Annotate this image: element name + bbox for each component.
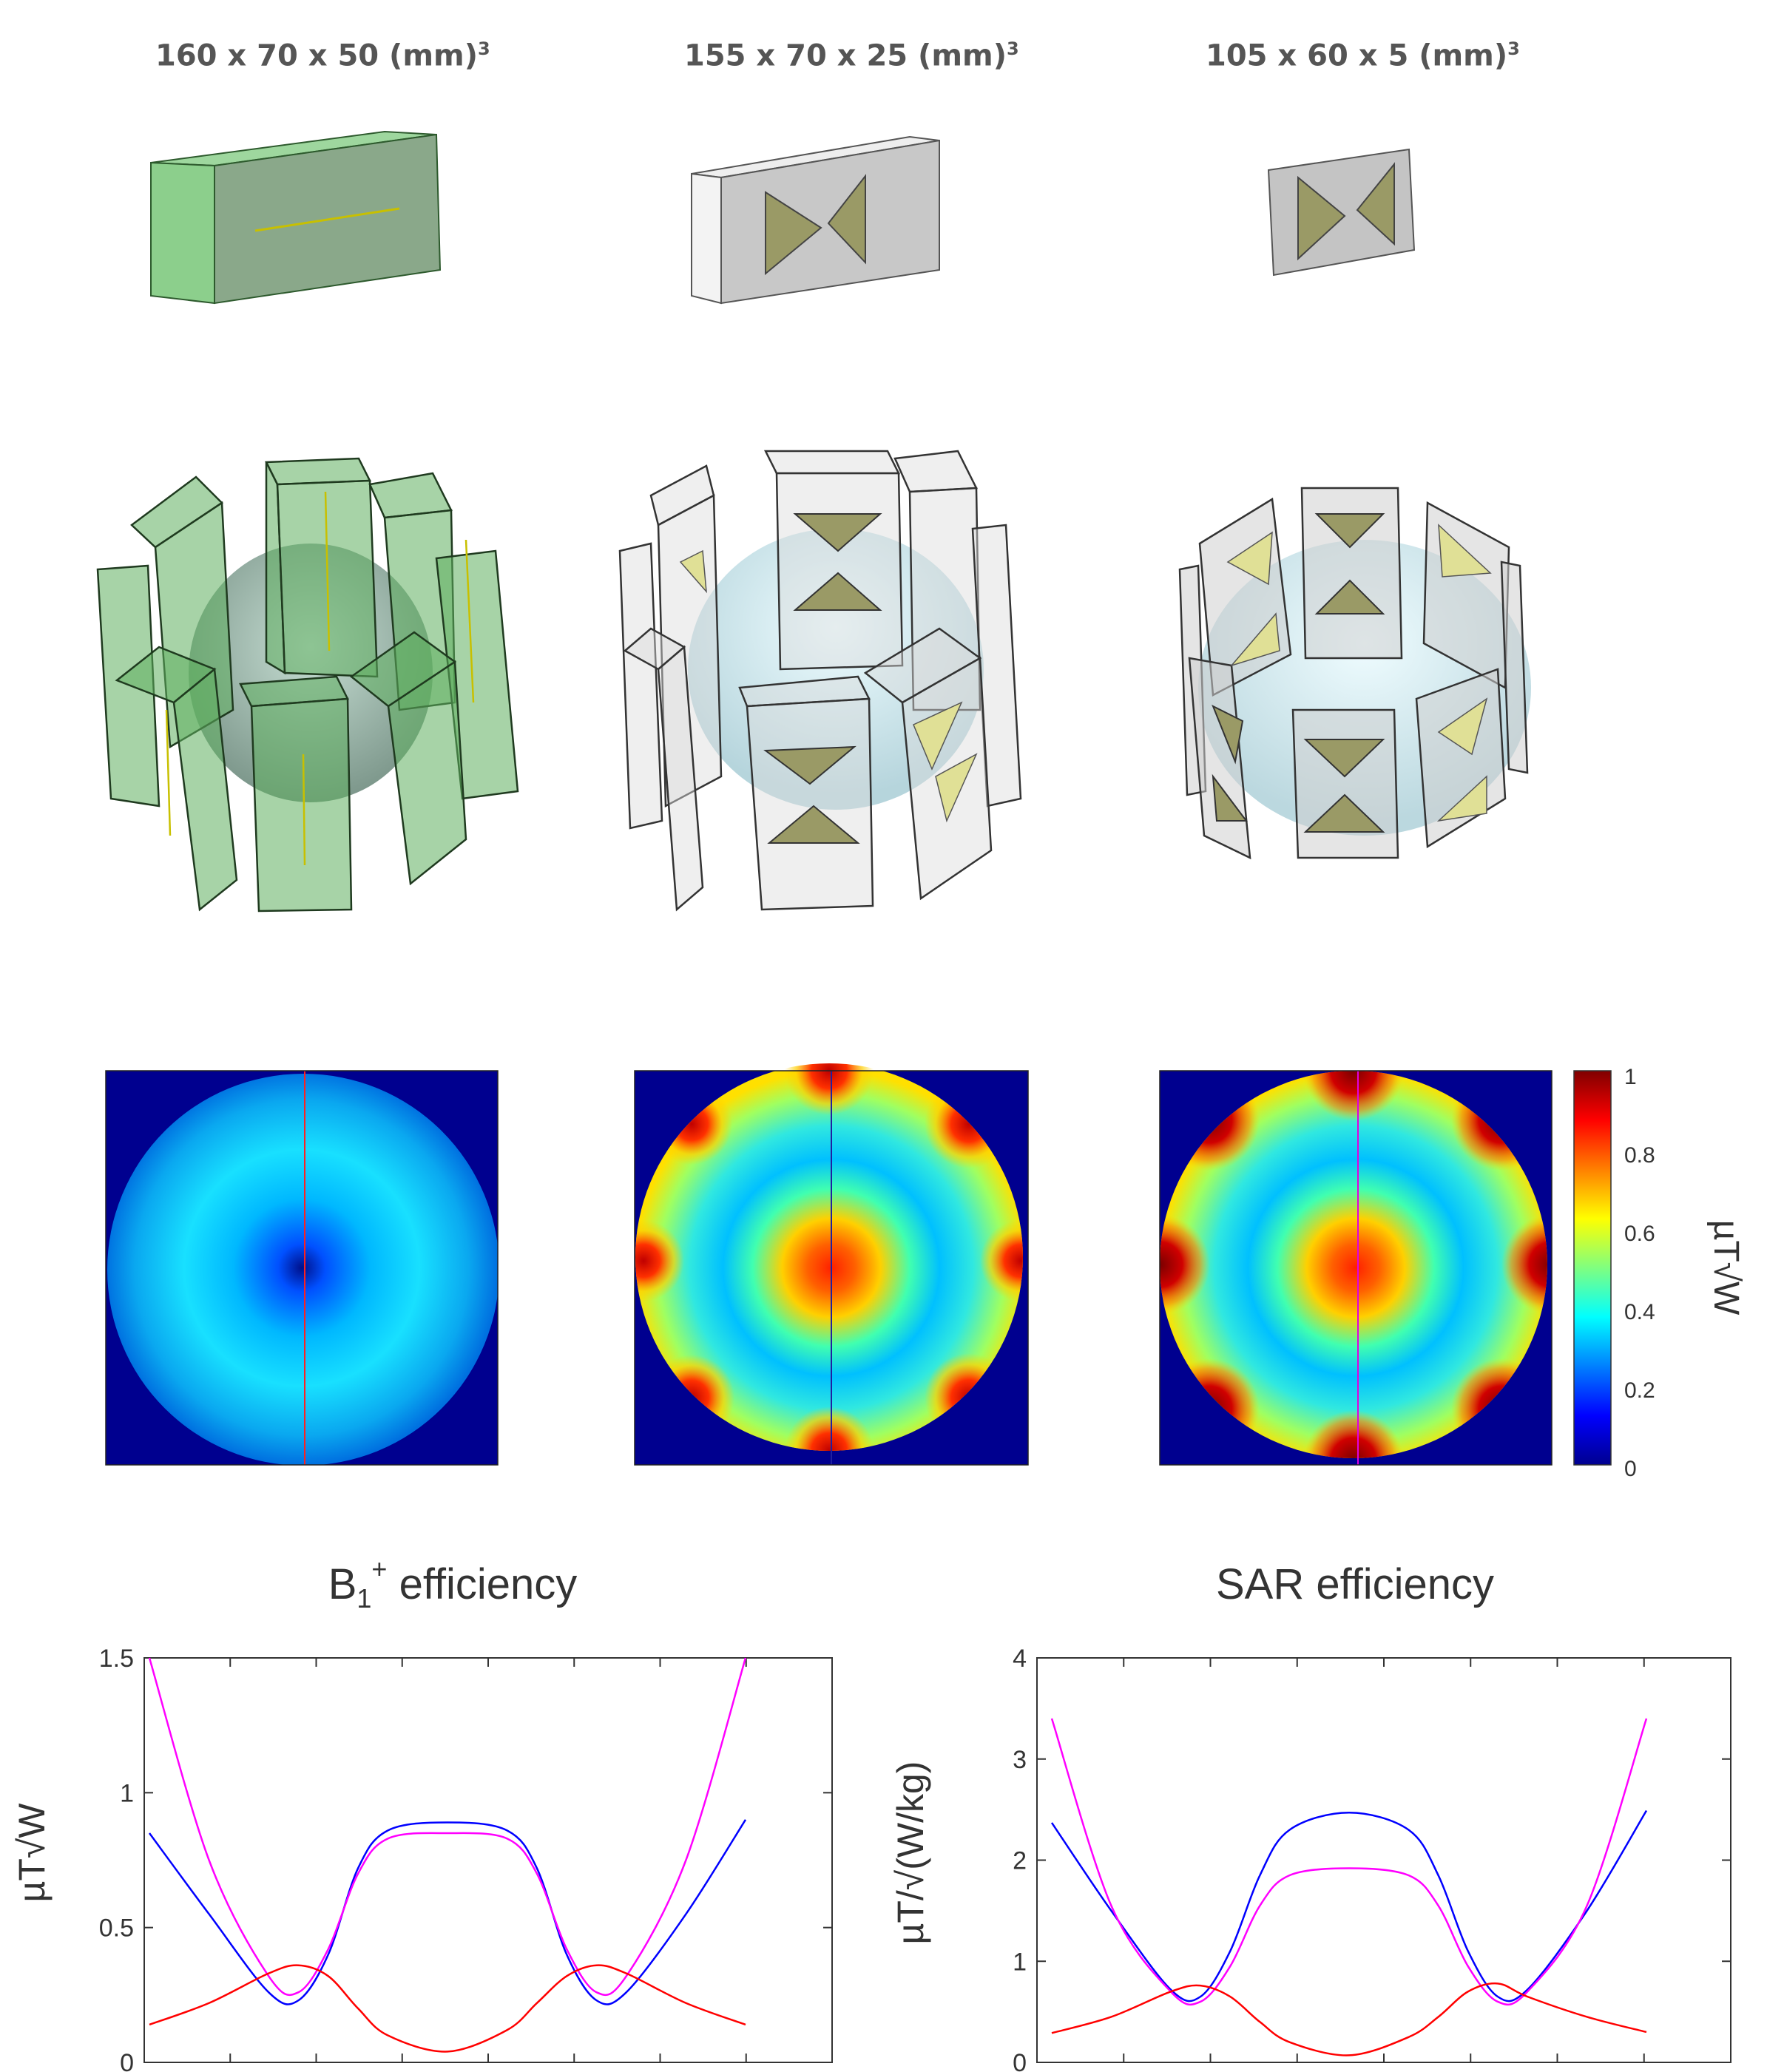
y-tick-label: 2 xyxy=(1013,1847,1027,1875)
plot-title-b1: B1+ efficiency xyxy=(328,1554,578,1614)
colorbar-tick-0.8: 0.8 xyxy=(1624,1143,1655,1168)
y-tick-label: 3 xyxy=(1013,1746,1027,1774)
single-dielectric-block-3 xyxy=(1267,148,1416,277)
series-line-0 xyxy=(148,1819,747,2005)
single-dielectric-block-1 xyxy=(150,130,442,305)
field-map-1 xyxy=(105,1070,499,1466)
dim-label-1: 160 x 70 x 50 (mm)3 xyxy=(155,38,490,73)
field-map-2 xyxy=(634,1063,1029,1466)
ring-arrangement-3 xyxy=(1178,487,1531,860)
y-tick-label: 0 xyxy=(120,2049,134,2072)
plot-b1-efficiency: 0 0.5 1 1.5 µT√W xyxy=(11,1645,833,2072)
plot-frame-1 xyxy=(1036,1657,1731,2063)
colorbar-tick-0.2: 0.2 xyxy=(1624,1378,1655,1403)
colorbar-tick-1: 1 xyxy=(1624,1065,1637,1089)
colorbar: 1 0.8 0.6 0.4 0.2 0 µT√W xyxy=(1573,1065,1746,1481)
y-axis-label: µT/√(W/kg) xyxy=(890,1761,931,1945)
y-tick-label: 1.5 xyxy=(99,1645,134,1673)
dim-label-2: 155 x 70 x 25 (mm)3 xyxy=(684,38,1019,73)
field-map-3 xyxy=(1159,1070,1553,1466)
plot-sar-efficiency: 0 1 2 3 4 µT/√(W/kg) xyxy=(890,1645,1731,2072)
colorbar-unit-label: µT√W xyxy=(1706,1220,1746,1316)
ring-arrangement-2 xyxy=(618,450,1022,912)
y-axis-label: µT√W xyxy=(11,1803,53,1903)
colorbar-tick-0.6: 0.6 xyxy=(1624,1222,1655,1246)
series-line-0 xyxy=(1050,1809,1648,2002)
y-tick-label: 1 xyxy=(120,1779,134,1807)
colorbar-tick-0: 0 xyxy=(1624,1457,1637,1481)
series-line-1 xyxy=(1050,1718,1648,2006)
plot-title-sar: SAR efficiency xyxy=(1216,1560,1494,1608)
series-line-2 xyxy=(149,1964,746,2053)
colorbar-tick-0.4: 0.4 xyxy=(1624,1300,1655,1324)
y-tick-label: 0 xyxy=(1013,2049,1027,2072)
ring-arrangement-1 xyxy=(96,457,519,913)
y-tick-label: 0.5 xyxy=(99,1914,134,1943)
series-line-1 xyxy=(148,1657,747,1997)
series-line-2 xyxy=(1051,1982,1647,2056)
y-tick-label: 1 xyxy=(1013,1948,1027,1976)
dim-label-3: 105 x 60 x 5 (mm)3 xyxy=(1206,38,1520,73)
single-dielectric-block-2 xyxy=(691,135,940,305)
y-tick-label: 4 xyxy=(1013,1645,1027,1673)
